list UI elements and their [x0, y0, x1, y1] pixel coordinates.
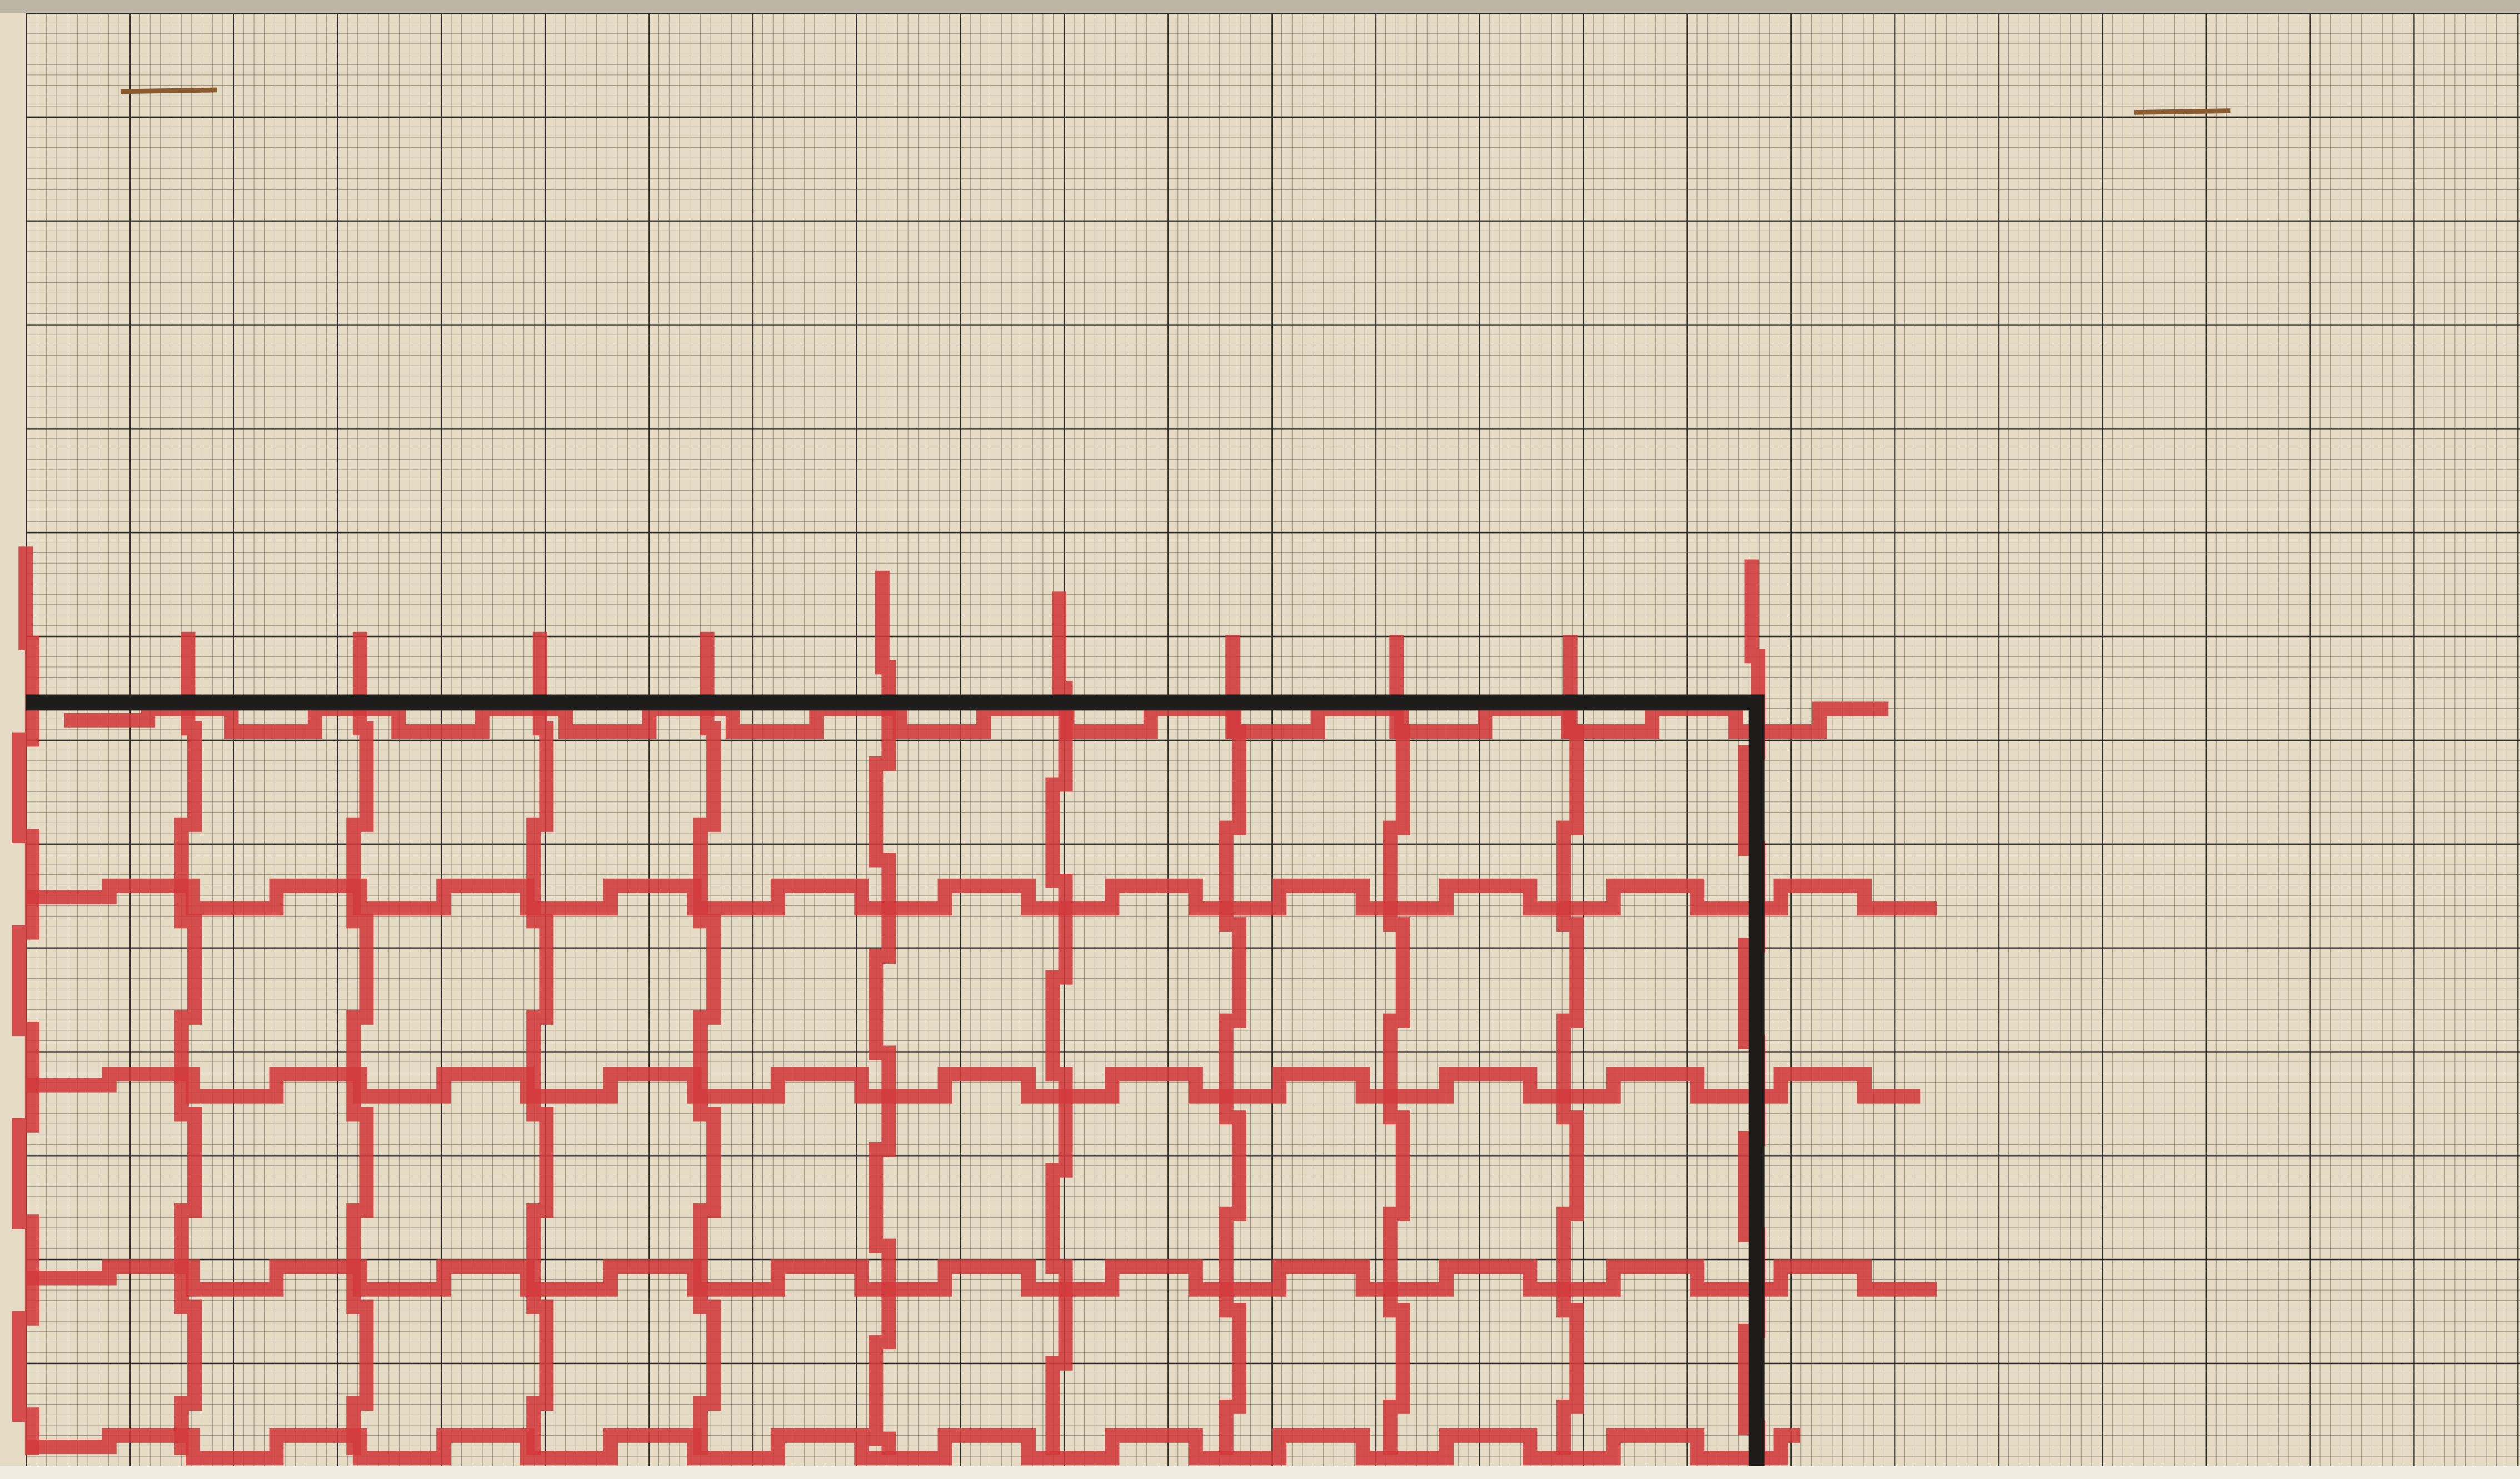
- red-vertical: [1556, 635, 1584, 1455]
- red-vertical: [12, 546, 39, 1455]
- major-grid: [26, 13, 2520, 1466]
- red-vertical: [693, 631, 721, 1455]
- black-frame: [26, 694, 1765, 1466]
- red-drawing: [12, 546, 1937, 1466]
- red-vertical: [1219, 635, 1246, 1455]
- red-horizontal: [26, 878, 1937, 916]
- red-vertical: [174, 631, 202, 1455]
- bottom-margin: [0, 1466, 2520, 1479]
- red-vertical: [1383, 635, 1410, 1455]
- top-edge: [0, 0, 2520, 13]
- pencil-mark: [2134, 108, 2231, 115]
- red-vertical: [526, 631, 554, 1455]
- red-horizontal: [64, 701, 1889, 739]
- red-horizontal: [26, 1259, 1937, 1297]
- red-vertical: [869, 570, 896, 1455]
- red-horizontal: [26, 1428, 1800, 1466]
- red-vertical: [346, 631, 374, 1455]
- red-horizontal: [26, 1067, 1921, 1104]
- black-line: [26, 694, 1765, 1466]
- pencil-mark: [120, 87, 217, 94]
